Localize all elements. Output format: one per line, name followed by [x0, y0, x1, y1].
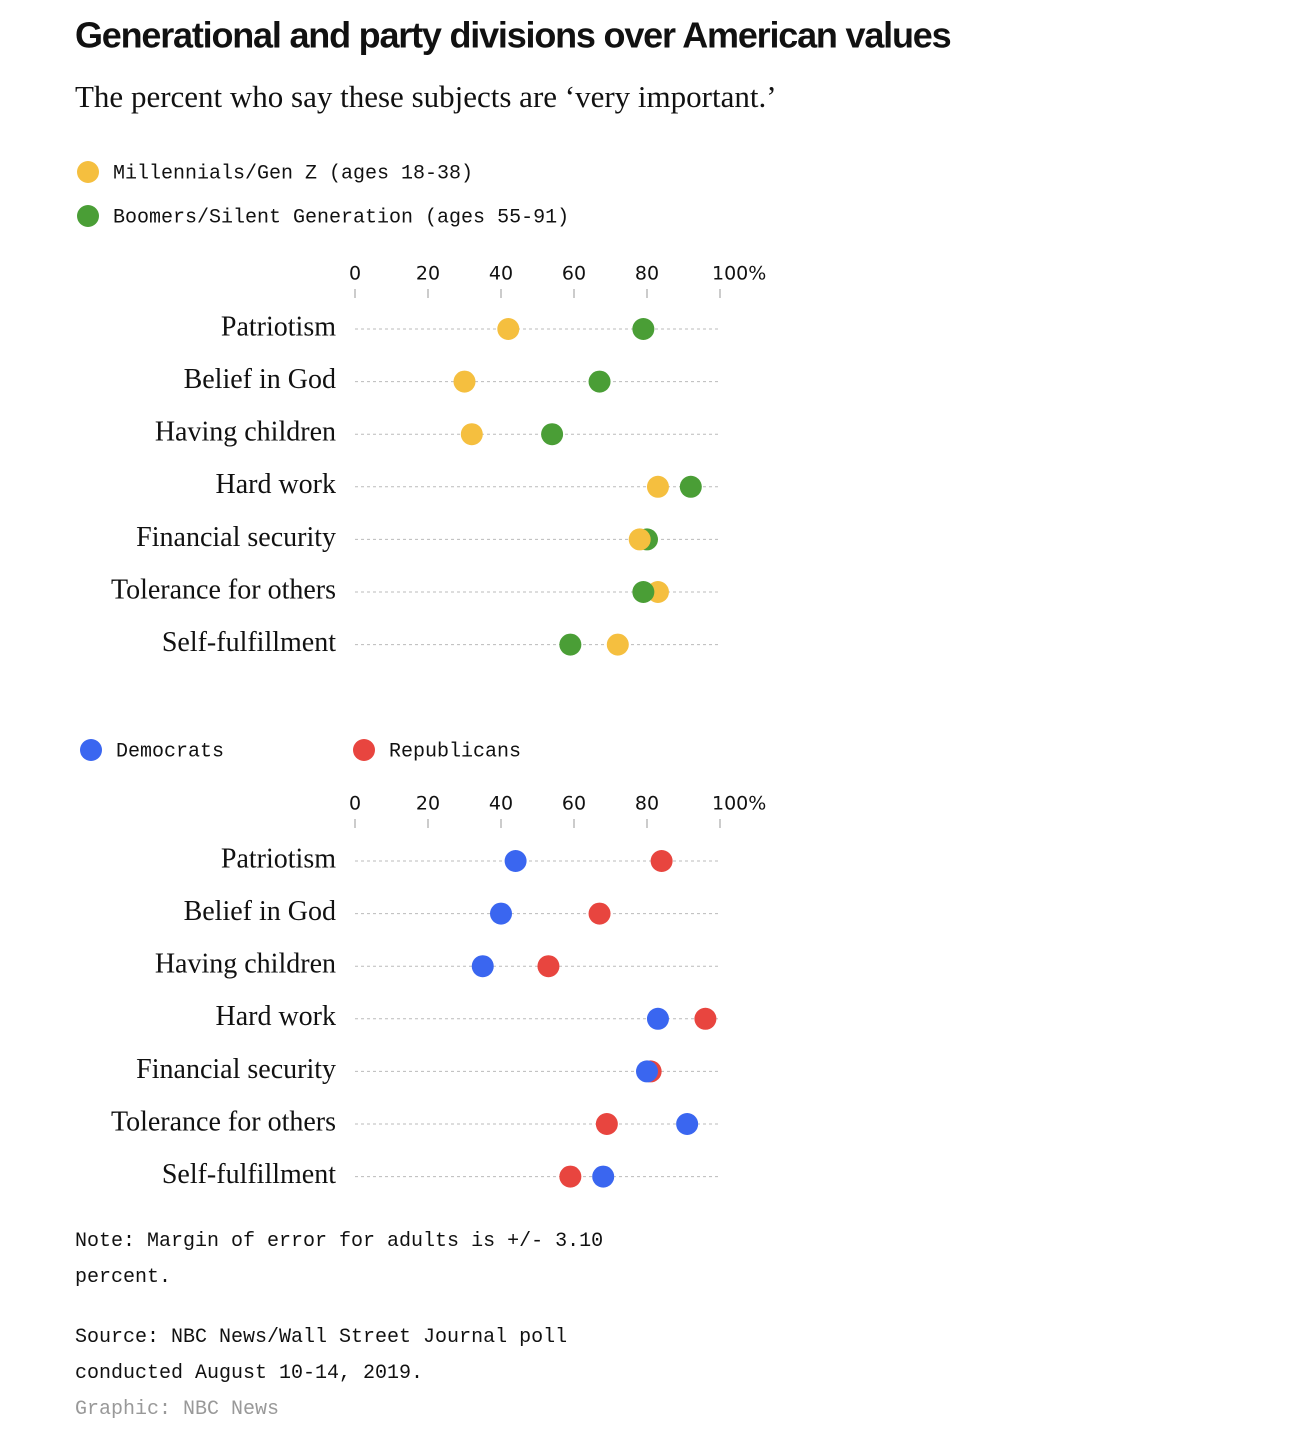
dot: [650, 850, 673, 872]
x-tick-label: 0: [349, 793, 361, 815]
dot: [490, 902, 512, 925]
category-label: Patriotism: [221, 311, 336, 342]
dot: [636, 1060, 658, 1083]
category-label: Hard work: [215, 1001, 336, 1032]
dot: [606, 633, 629, 656]
category-label: Tolerance for others: [111, 574, 336, 605]
dot: [595, 1113, 618, 1135]
dot: [537, 955, 560, 978]
legend-label: Millennials/Gen Z (ages 18-38): [113, 162, 473, 185]
dot: [676, 1113, 699, 1135]
x-tick-label: 60: [562, 263, 586, 285]
dot: [453, 370, 476, 393]
legend-marker: [80, 739, 102, 761]
category-label: Self-fulfillment: [162, 1159, 336, 1190]
category-label: Self-fulfillment: [162, 627, 336, 658]
note: Note: Margin of error for adults is +/- …: [75, 1230, 604, 1289]
credit: Graphic: NBC News: [75, 1398, 280, 1421]
x-tick-label: 40: [489, 263, 513, 285]
category-label: Having children: [155, 417, 336, 448]
legend-marker: [77, 205, 99, 227]
category-label: Tolerance for others: [111, 1106, 336, 1137]
x-tick-label: 20: [416, 263, 440, 285]
dot: [694, 1007, 717, 1030]
dot: [646, 1007, 669, 1030]
dot: [471, 955, 494, 978]
dot: [628, 528, 651, 551]
dot: [646, 475, 669, 498]
dot: [592, 1165, 615, 1188]
dot: [541, 423, 564, 446]
category-label: Financial security: [136, 522, 336, 553]
category-label: Patriotism: [221, 843, 336, 874]
dot: [559, 633, 582, 656]
x-tick-label: 20: [416, 793, 440, 815]
legend-marker: [77, 161, 99, 183]
dot: [588, 370, 611, 393]
x-tick-label: 0: [349, 263, 361, 285]
x-tick-label: 60: [562, 793, 586, 815]
dot: [588, 902, 611, 925]
x-tick-label: 80: [635, 263, 659, 285]
dot: [504, 850, 527, 872]
category-label: Belief in God: [184, 896, 336, 927]
dot: [632, 318, 655, 340]
x-tick-label: 40: [489, 793, 513, 815]
legend-label: Boomers/Silent Generation (ages 55-91): [113, 206, 569, 229]
category-label: Financial security: [136, 1054, 336, 1085]
dot: [679, 475, 702, 498]
category-label: Having children: [155, 949, 336, 980]
category-label: Belief in God: [184, 364, 336, 395]
dot: [632, 581, 655, 603]
dot: [460, 423, 483, 446]
dot: [559, 1165, 582, 1188]
dot: [497, 318, 520, 340]
legend-marker: [353, 739, 375, 761]
x-tick-label: 100%: [712, 263, 766, 285]
x-tick-label: 100%: [712, 793, 766, 815]
x-tick-label: 80: [635, 793, 659, 815]
legend-label: Democrats: [116, 740, 224, 763]
title: Generational and party divisions over Am…: [75, 15, 951, 56]
category-label: Hard work: [215, 469, 336, 500]
source: Source: NBC News/Wall Street Journal pol…: [75, 1326, 568, 1385]
subtitle: The percent who say these subjects are ‘…: [75, 79, 777, 114]
legend-label: Republicans: [389, 740, 521, 763]
